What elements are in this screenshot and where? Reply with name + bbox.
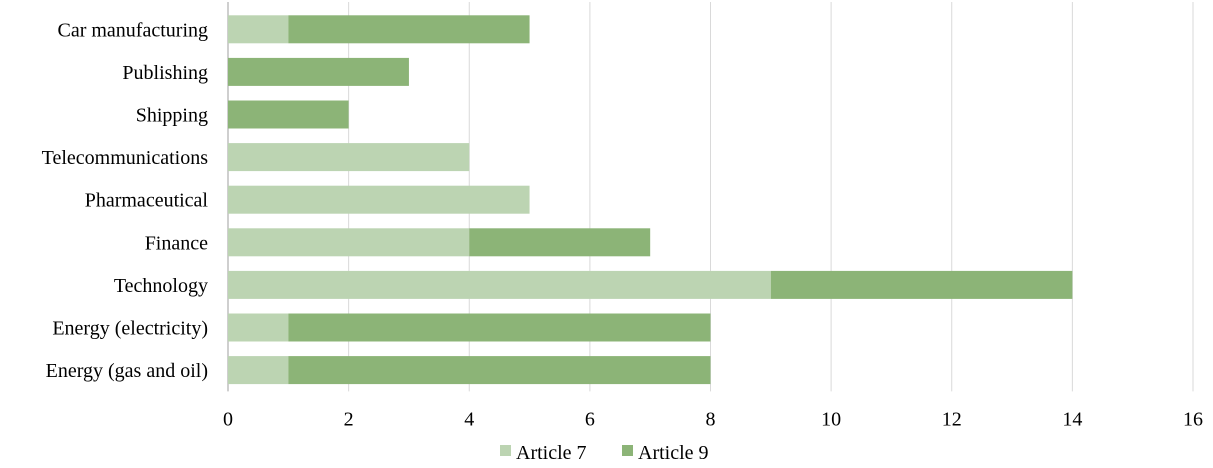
bar-article-7 <box>228 228 470 257</box>
x-tick-label: 14 <box>1062 408 1082 430</box>
category-labels: Car manufacturing Publishing Shipping Telec… <box>42 19 209 382</box>
x-tick-label: 10 <box>821 408 841 430</box>
category-label: Publishing <box>122 62 208 84</box>
bar-article-9 <box>228 57 409 86</box>
bar-article-7 <box>228 270 771 299</box>
x-tick-label: 16 <box>1183 408 1203 430</box>
x-tick-label: 8 <box>706 408 716 430</box>
x-tick-label: 6 <box>585 408 595 430</box>
bar-article-7 <box>228 185 530 214</box>
bar-article-9 <box>469 228 651 257</box>
legend-swatch <box>622 445 633 456</box>
category-label: Finance <box>145 232 208 254</box>
legend-label: Article 9 <box>638 442 709 464</box>
bar-article-7 <box>228 356 289 385</box>
bar-article-7 <box>228 15 289 44</box>
bar-article-9 <box>770 270 1073 299</box>
bar-article-9 <box>288 15 530 44</box>
bar-article-7 <box>228 313 289 342</box>
legend: Article 7 Article 9 <box>500 442 709 464</box>
x-tick-label: 12 <box>942 408 962 430</box>
x-tick-label: 0 <box>223 408 233 430</box>
category-label: Pharmaceutical <box>85 190 209 212</box>
bar-article-9 <box>228 100 349 129</box>
bar-article-7 <box>228 143 470 172</box>
bar-article-9 <box>288 313 711 342</box>
category-label: Energy (gas and oil) <box>46 360 208 382</box>
category-label: Energy (electricity) <box>52 318 208 340</box>
legend-label: Article 7 <box>516 442 587 464</box>
category-label: Telecommunications <box>42 147 209 169</box>
bar-article-9 <box>288 356 711 385</box>
x-axis-tick-labels: 0 2 4 6 8 10 12 14 16 <box>223 408 1203 430</box>
bars <box>228 15 1073 385</box>
category-label: Shipping <box>136 105 208 127</box>
category-label: Technology <box>114 275 208 297</box>
category-label: Car manufacturing <box>58 19 209 41</box>
x-tick-label: 2 <box>344 408 354 430</box>
x-tick-label: 4 <box>464 408 474 430</box>
legend-swatch <box>500 445 511 456</box>
